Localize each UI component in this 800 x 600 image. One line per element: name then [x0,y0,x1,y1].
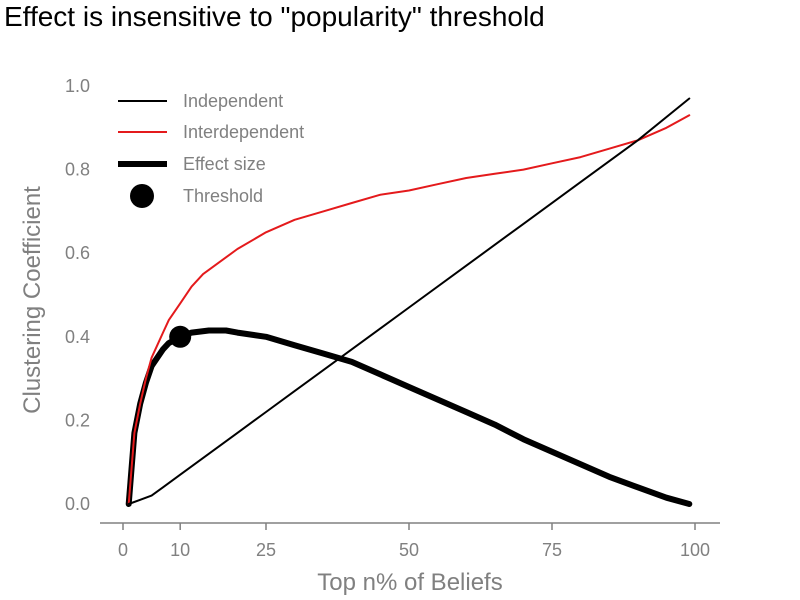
x-axis-label: Top n% of Beliefs [317,569,502,596]
y-axis-ticks: 0.0 0.2 0.4 0.6 0.8 1.0 [65,76,90,514]
y-tick-label: 0.6 [65,243,90,263]
series-line-independent [127,97,691,505]
series-layer [125,97,693,507]
legend-label: Threshold [183,186,263,206]
x-tick-label: 50 [399,540,419,560]
marker-layer [169,325,192,348]
y-tick-label: 1.0 [65,76,90,96]
x-tick-label: 100 [680,540,710,560]
y-tick-label: 0.2 [65,410,90,430]
series-line-effect-size [125,327,693,507]
legend-label: Independent [183,91,283,111]
legend-label: Effect size [183,154,266,174]
legend: Independent Interdependent Effect size Thre… [118,91,304,208]
chart-title: Effect is insensitive to "popularity" th… [4,1,545,32]
y-tick-label: 0.4 [65,327,90,347]
x-tick-label: 10 [170,540,190,560]
series-line-interdependent [127,114,691,505]
y-tick-label: 0.8 [65,160,90,180]
legend-swatch [130,184,154,208]
y-axis-label: Clustering Coefficient [19,186,46,414]
x-tick-label: 25 [256,540,276,560]
threshold-marker [169,325,192,348]
y-tick-label: 0.0 [65,494,90,514]
legend-label: Interdependent [183,122,304,142]
x-axis: 0 10 25 50 75 100 [100,522,720,560]
x-tick-label: 75 [542,540,562,560]
x-tick-label: 0 [118,540,128,560]
